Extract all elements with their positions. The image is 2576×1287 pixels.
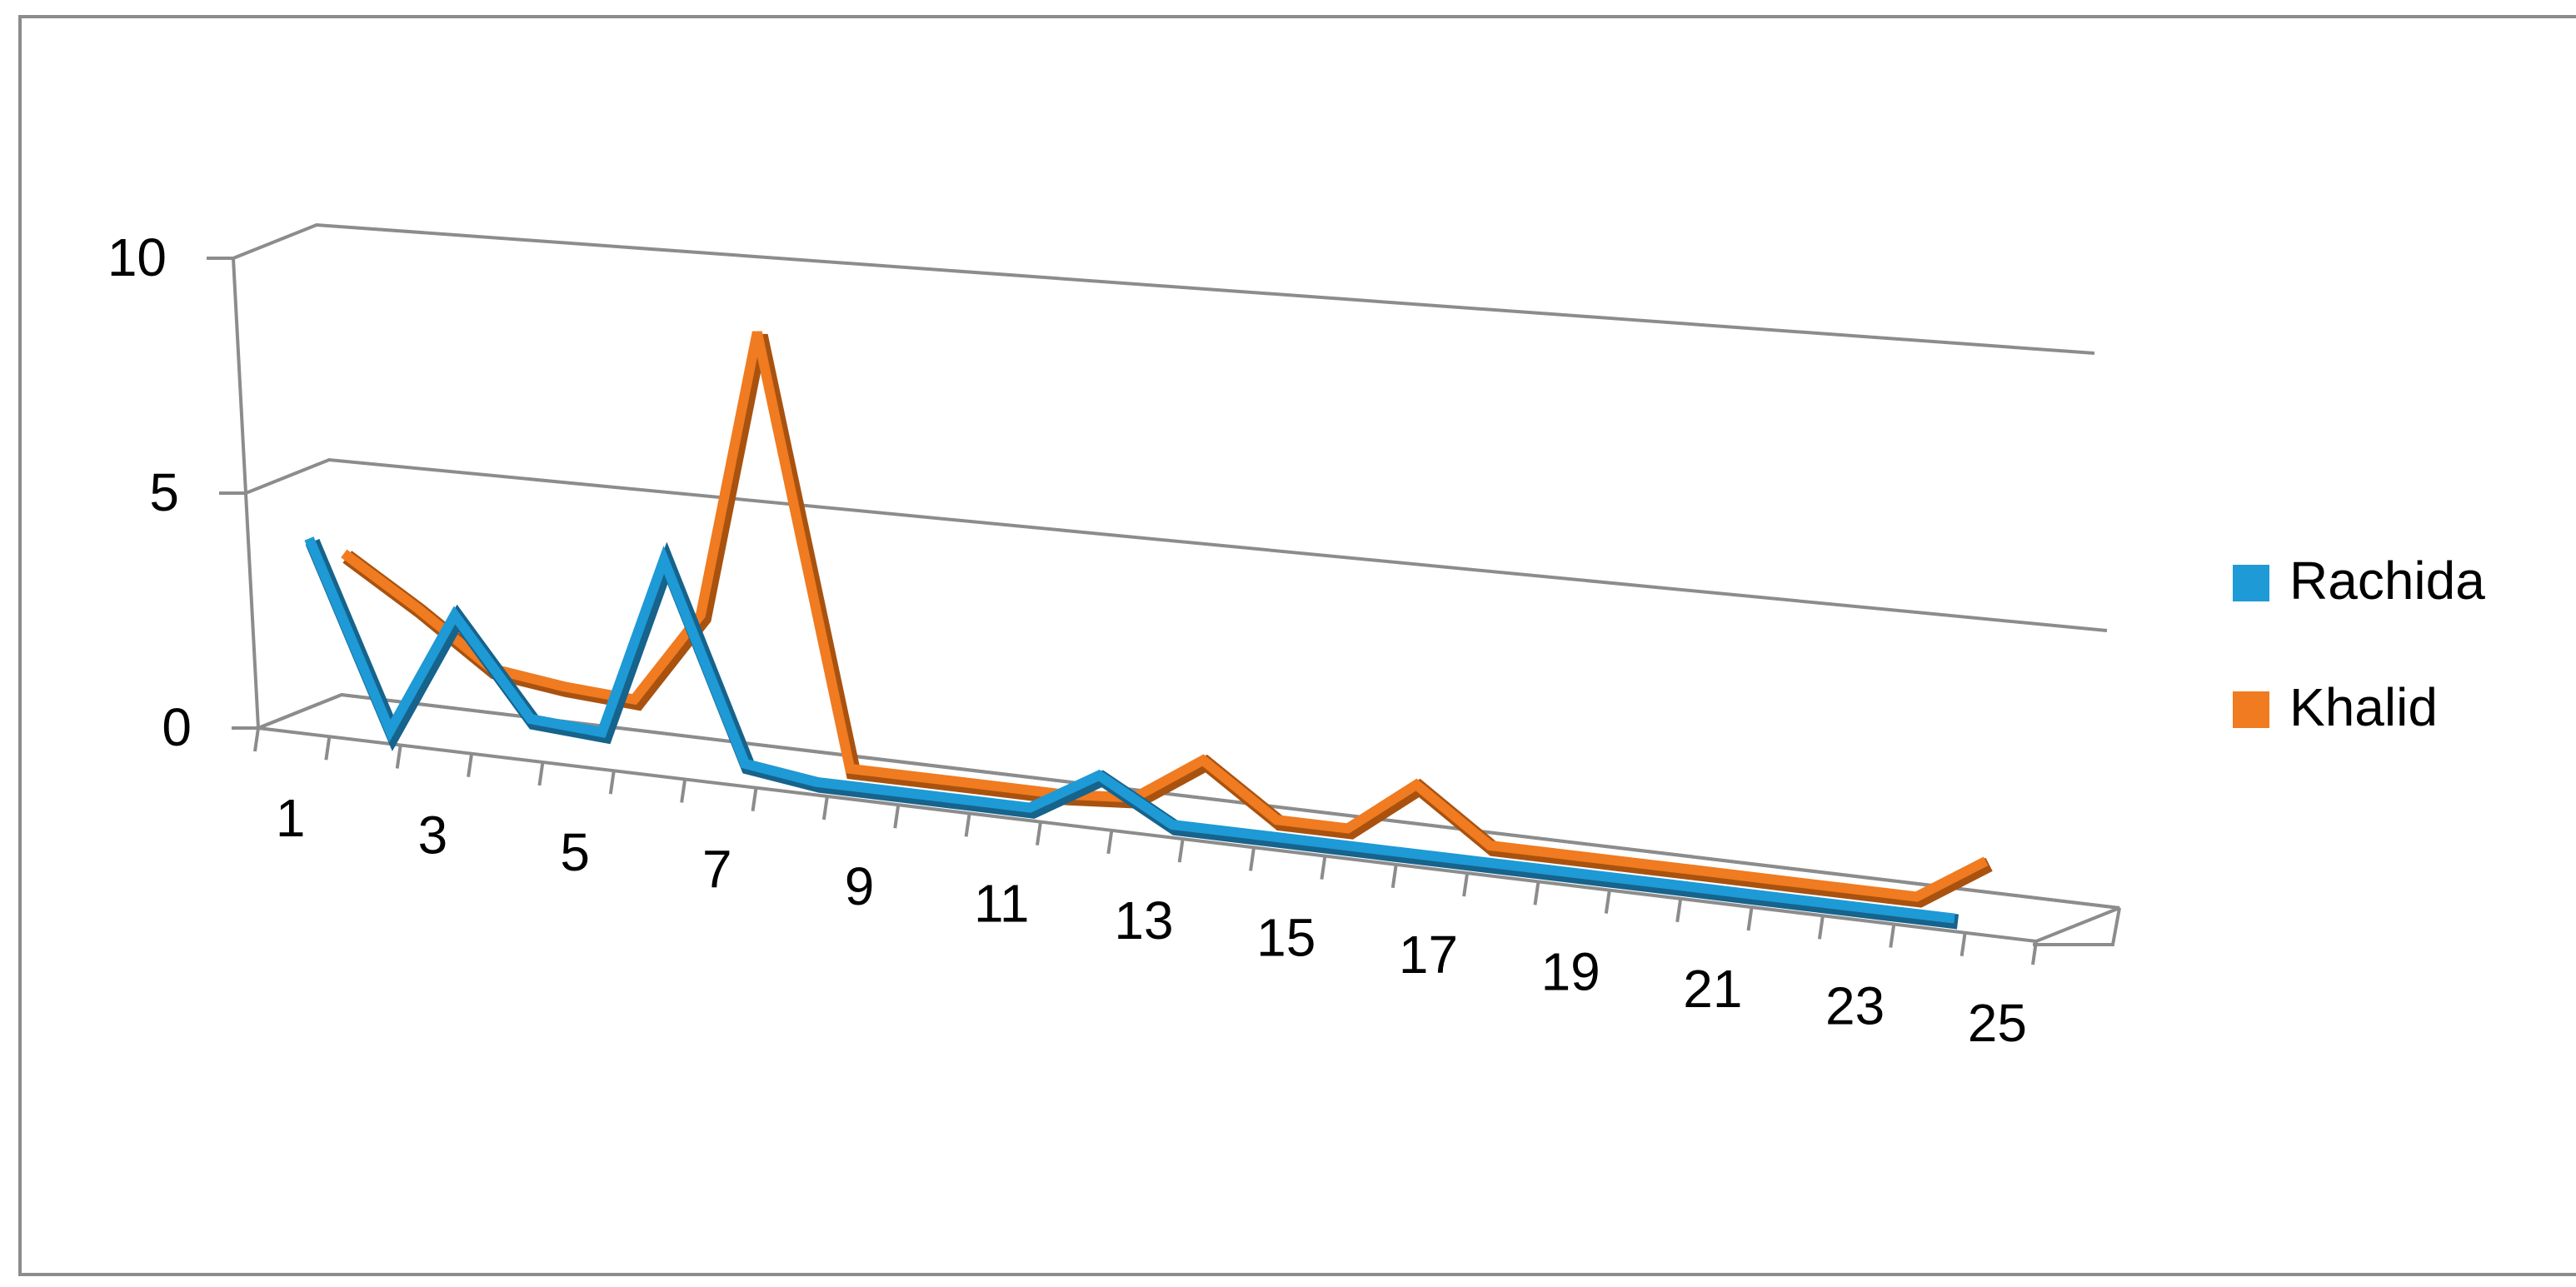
x-tick: [1675, 898, 1683, 923]
x-tick: [1106, 830, 1114, 855]
y-tick-label: 10: [107, 227, 167, 287]
y-tick-label: 0: [162, 697, 192, 757]
grid-line: [257, 692, 2120, 910]
x-tick-label: 15: [1256, 907, 1315, 967]
x-tick-label: 19: [1541, 941, 1600, 1001]
x-tick-label: 25: [1968, 993, 2027, 1053]
x-tick: [1604, 890, 1611, 914]
x-tick-label: 3: [418, 806, 448, 865]
x-tick: [1035, 821, 1042, 846]
x-tick: [253, 727, 260, 752]
chart-border: [18, 15, 2576, 1276]
x-tick: [1177, 838, 1185, 863]
x-tick: [1746, 906, 1754, 931]
x-tick-label: 7: [702, 839, 732, 899]
legend-label: Rachida: [2289, 551, 2485, 611]
legend-swatch: [2233, 565, 2269, 601]
legend-swatch: [2233, 691, 2269, 728]
x-tick: [964, 813, 971, 837]
x-tick-label: 21: [1683, 959, 1742, 1019]
x-tick-label: 9: [845, 856, 875, 916]
x-tick: [608, 770, 616, 795]
grid-line: [245, 457, 2108, 632]
floor-edge: [2033, 907, 2121, 946]
x-tick-label: 11: [974, 873, 1029, 933]
x-tick: [1889, 924, 1896, 948]
x-tick: [324, 736, 332, 761]
x-tick-label: 23: [1825, 975, 1885, 1035]
x-tick: [1320, 856, 1327, 880]
x-tick: [395, 745, 402, 769]
x-tick: [1462, 872, 1470, 897]
x-tick: [1817, 915, 1825, 940]
x-tick: [1249, 847, 1256, 871]
x-tick: [1533, 881, 1540, 905]
x-tick: [2031, 940, 2038, 965]
x-tick: [537, 761, 545, 786]
y-tick-label: 5: [149, 462, 179, 522]
legend-label: Khalid: [2289, 677, 2438, 737]
x-tick-label: 13: [1114, 890, 1173, 950]
x-tick: [751, 787, 758, 811]
x-tick: [680, 779, 687, 803]
x-tick: [467, 753, 474, 778]
grid-line: [232, 222, 2095, 355]
x-tick: [821, 796, 829, 821]
x-tick: [893, 804, 901, 829]
x-tick-label: 5: [560, 822, 590, 882]
x-tick-label: 17: [1399, 925, 1458, 985]
x-tick: [1959, 932, 1967, 957]
x-tick: [1390, 864, 1398, 889]
series-line: [304, 536, 1955, 924]
x-tick-label: 1: [276, 788, 306, 848]
